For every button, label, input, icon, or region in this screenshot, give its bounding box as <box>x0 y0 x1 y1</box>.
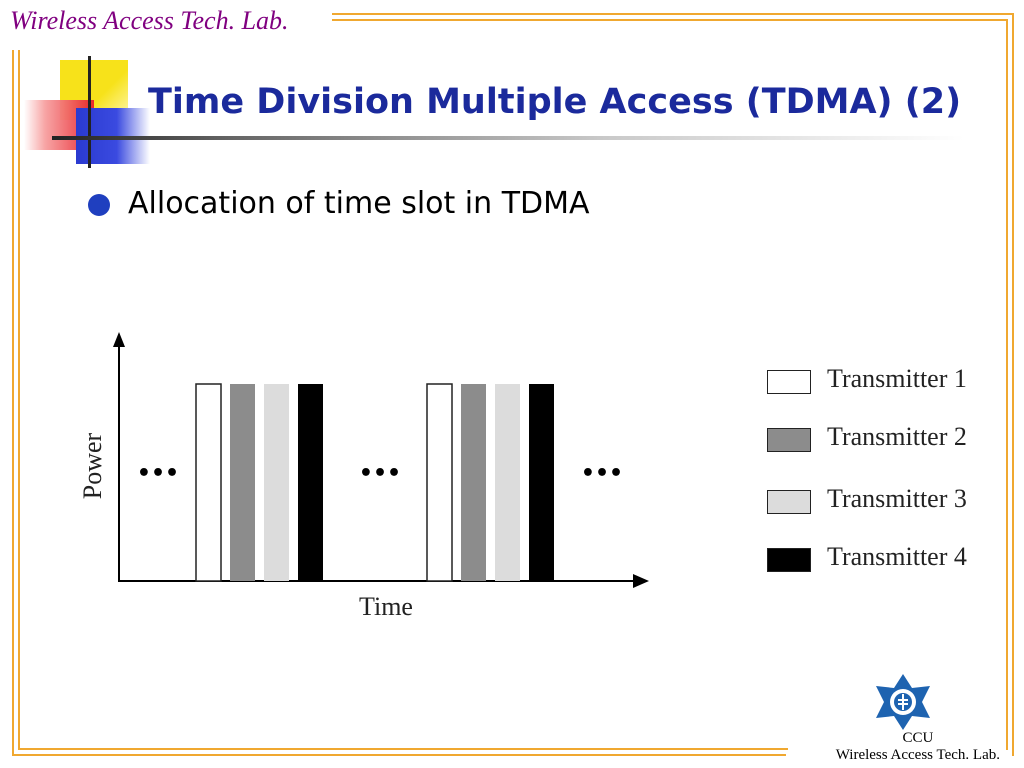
footer-organization: CCU Wireless Access Tech. Lab. <box>836 730 1000 764</box>
legend-label-1: Transmitter 1 <box>827 364 967 393</box>
legend-label-4: Transmitter 4 <box>827 542 967 571</box>
y-axis-label: Power <box>78 432 107 499</box>
slot-frame-2-transmitter-1 <box>426 383 453 582</box>
slot-frame-1-transmitter-1 <box>195 383 222 582</box>
legend-swatch-4 <box>767 548 811 572</box>
slot-frame-1-transmitter-3 <box>264 384 289 581</box>
frame-left-line-inner <box>18 50 20 750</box>
y-axis-arrow-icon <box>113 332 125 347</box>
title-underline <box>52 136 964 140</box>
decor-vertical-line <box>88 56 91 168</box>
frame-top-line-outer <box>332 13 1014 15</box>
frame-left-line-outer <box>12 50 14 756</box>
slot-frame-2-transmitter-4 <box>529 384 554 581</box>
slot-frame-2-transmitter-2 <box>461 384 486 581</box>
frame-right-line-inner <box>1006 19 1008 750</box>
legend-swatch-3 <box>767 490 811 514</box>
bullet-icon <box>88 194 110 216</box>
slot-frame-1-transmitter-2 <box>230 384 255 581</box>
slot-frame-2-transmitter-3 <box>495 384 520 581</box>
frame-top-line-inner <box>332 19 1008 21</box>
lab-header-title: Wireless Access Tech. Lab. <box>10 6 295 36</box>
legend-swatch-2 <box>767 428 811 452</box>
ellipsis-right: ••• <box>581 461 623 486</box>
legend-label-2: Transmitter 2 <box>827 422 967 451</box>
footer-org-short: CCU <box>902 730 934 746</box>
frame-bottom-line-inner <box>18 748 788 750</box>
ccu-emblem-icon <box>876 674 930 730</box>
legend-label-3: Transmitter 3 <box>827 484 967 513</box>
slot-frame-1-transmitter-4 <box>298 384 323 581</box>
frame-bottom-line-outer <box>12 754 786 756</box>
x-axis-label: Time <box>359 592 413 621</box>
x-axis-arrow-icon <box>633 574 649 588</box>
legend-swatch-1 <box>767 370 811 394</box>
frame-right-line-outer <box>1012 13 1014 756</box>
footer-org-name: Wireless Access Tech. Lab. <box>835 747 1000 763</box>
bullet-text: Allocation of time slot in TDMA <box>128 186 590 221</box>
ellipsis-middle: ••• <box>359 461 401 486</box>
ellipsis-left: ••• <box>137 461 179 486</box>
slide-title: Time Division Multiple Access (TDMA) (2) <box>148 82 962 122</box>
